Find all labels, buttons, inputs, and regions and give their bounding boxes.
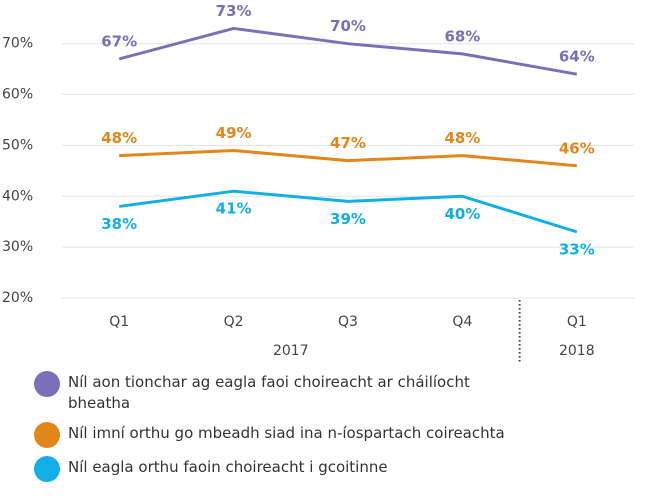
series-line <box>119 189 578 234</box>
legend-swatch <box>34 422 60 448</box>
value-label: 73% <box>216 2 252 20</box>
value-label: 48% <box>101 129 137 147</box>
legend-item: Níl eagla orthu faoin choireacht i gcoit… <box>34 456 654 482</box>
chart: 20% 30% 40% 50% 60% 70% Q1 Q2 Q3 Q4 Q1 2017 2018 67% 7… <box>2 2 634 362</box>
value-label: 40% <box>444 205 480 223</box>
value-label: 67% <box>101 32 137 50</box>
value-label: 41% <box>216 200 252 218</box>
x-group-label: 2017 <box>273 343 309 359</box>
x-tick-label: Q2 <box>224 314 244 330</box>
value-label: 39% <box>330 210 366 228</box>
y-tick-label: 50% <box>2 137 33 153</box>
value-label: 70% <box>330 17 366 35</box>
legend-label: Níl imní orthu go mbeadh siad ina n-íosp… <box>68 424 505 442</box>
series-line <box>118 26 578 76</box>
value-label: 48% <box>444 129 480 147</box>
value-label: 38% <box>101 215 137 233</box>
value-label: 46% <box>559 139 595 157</box>
value-label: 68% <box>444 27 480 45</box>
legend-label: Níl aon tionchar ag eagla faoi choireach… <box>68 373 470 412</box>
value-label: 49% <box>216 124 252 142</box>
x-group-label: 2018 <box>559 343 595 359</box>
series-line <box>119 149 577 168</box>
y-tick-label: 30% <box>2 239 33 255</box>
legend-swatch <box>34 371 60 397</box>
y-tick-label: 20% <box>2 290 33 306</box>
y-tick-label: 60% <box>2 87 33 103</box>
x-tick-label: Q4 <box>452 314 472 330</box>
x-tick-label: Q1 <box>109 314 129 330</box>
legend-label: Níl eagla orthu faoin choireacht i gcoit… <box>68 458 388 476</box>
x-tick-label: Q3 <box>338 314 358 330</box>
legend-item: Níl aon tionchar ag eagla faoi choireach… <box>34 371 654 414</box>
legend: Níl aon tionchar ag eagla faoi choireach… <box>34 371 654 491</box>
x-tick-label: Q1 <box>567 314 587 330</box>
value-label: 33% <box>559 240 595 258</box>
legend-swatch <box>34 456 60 482</box>
value-label: 64% <box>559 48 595 66</box>
legend-item: Níl imní orthu go mbeadh siad ina n-íosp… <box>34 422 654 448</box>
value-label: 47% <box>330 134 366 152</box>
y-tick-label: 70% <box>2 36 33 52</box>
y-tick-label: 40% <box>2 188 33 204</box>
